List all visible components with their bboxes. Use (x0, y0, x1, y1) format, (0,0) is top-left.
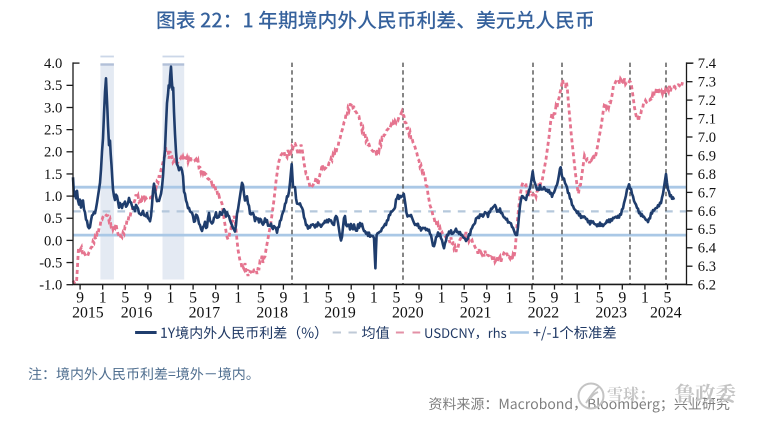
svg-text:1.5: 1.5 (44, 167, 62, 183)
svg-text:5: 5 (460, 289, 468, 306)
svg-text:6.5: 6.5 (698, 222, 716, 238)
svg-text:7.3: 7.3 (698, 75, 716, 91)
svg-text:6.9: 6.9 (698, 148, 716, 164)
svg-text:2.5: 2.5 (44, 123, 62, 139)
svg-text:2021: 2021 (460, 304, 492, 321)
svg-text:6.4: 6.4 (698, 241, 717, 257)
svg-text:9: 9 (551, 289, 559, 306)
svg-text:2017: 2017 (189, 304, 221, 321)
svg-text:1: 1 (438, 289, 446, 306)
svg-text:0.5: 0.5 (44, 211, 62, 227)
svg-text:9: 9 (212, 289, 220, 306)
svg-text:2.0: 2.0 (44, 145, 62, 161)
svg-text:9: 9 (76, 289, 84, 306)
svg-text:5: 5 (392, 289, 400, 306)
svg-text:2023: 2023 (595, 304, 627, 321)
svg-text:7.4: 7.4 (698, 56, 717, 72)
svg-text:1: 1 (167, 289, 175, 306)
svg-text:2020: 2020 (392, 304, 424, 321)
svg-text:7.0: 7.0 (698, 130, 716, 146)
svg-text:6.8: 6.8 (698, 167, 716, 183)
svg-text:5: 5 (121, 289, 129, 306)
svg-text:5: 5 (189, 289, 197, 306)
svg-text:2022: 2022 (528, 304, 560, 321)
svg-text:1: 1 (234, 289, 242, 306)
svg-text:0.0: 0.0 (44, 233, 62, 249)
svg-text:9: 9 (618, 289, 626, 306)
svg-text:-0.5: -0.5 (39, 255, 62, 271)
svg-text:5: 5 (664, 289, 672, 306)
svg-text:9: 9 (483, 289, 491, 306)
svg-text:2015: 2015 (72, 304, 104, 321)
svg-text:2019: 2019 (324, 304, 356, 321)
svg-text:1: 1 (641, 289, 649, 306)
svg-text:9: 9 (347, 289, 355, 306)
svg-text:2016: 2016 (121, 304, 153, 321)
svg-text:5: 5 (528, 289, 536, 306)
svg-text:5: 5 (325, 289, 333, 306)
svg-text:6.2: 6.2 (698, 278, 716, 294)
svg-text:1: 1 (505, 289, 513, 306)
svg-text:-1.0: -1.0 (39, 278, 62, 294)
svg-text:1: 1 (302, 289, 310, 306)
svg-text:1.0: 1.0 (44, 189, 62, 205)
svg-text:2018: 2018 (256, 304, 288, 321)
svg-text:5: 5 (596, 289, 604, 306)
svg-text:5: 5 (257, 289, 265, 306)
svg-text:1: 1 (573, 289, 581, 306)
svg-text:9: 9 (279, 289, 287, 306)
svg-text:9: 9 (415, 289, 423, 306)
svg-text:6.3: 6.3 (698, 259, 716, 275)
svg-text:6.7: 6.7 (698, 185, 716, 201)
svg-text:1: 1 (370, 289, 378, 306)
svg-text:1: 1 (99, 289, 107, 306)
svg-text:6.6: 6.6 (698, 204, 716, 220)
svg-text:3.0: 3.0 (44, 100, 62, 116)
svg-text:9: 9 (144, 289, 152, 306)
svg-text:3.5: 3.5 (44, 78, 62, 94)
svg-text:4.0: 4.0 (44, 56, 62, 72)
svg-text:2024: 2024 (650, 304, 682, 321)
svg-text:7.2: 7.2 (698, 93, 716, 109)
svg-text:7.1: 7.1 (698, 112, 716, 128)
